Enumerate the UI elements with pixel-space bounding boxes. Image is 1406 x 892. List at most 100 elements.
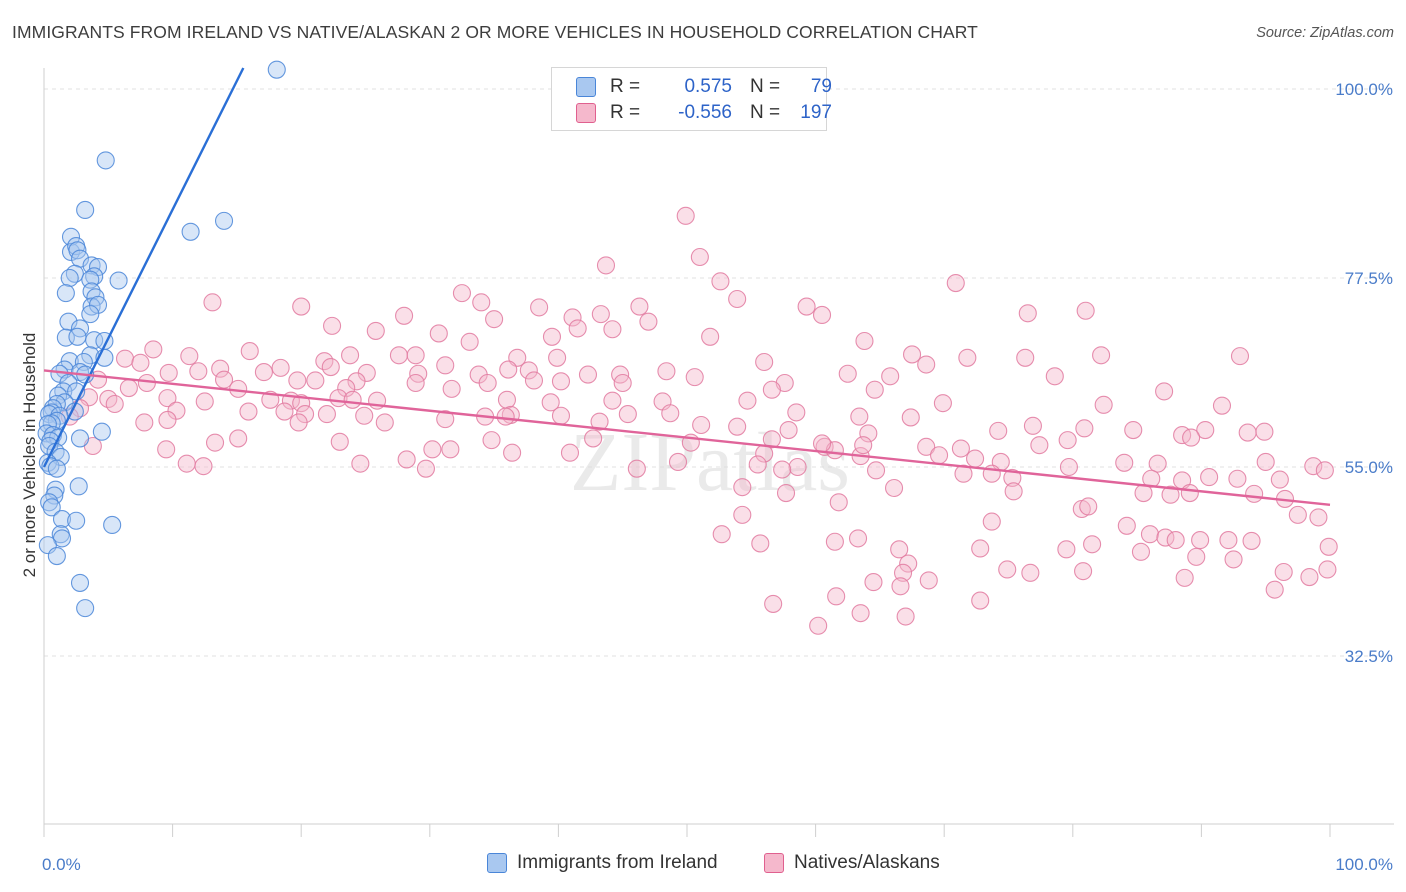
natives-point [630, 297, 649, 316]
natives-point [661, 404, 680, 423]
natives-point [701, 327, 720, 346]
natives-point [115, 349, 135, 368]
natives-point [1166, 531, 1185, 550]
natives-point [397, 450, 416, 469]
legend-n-label: N = [750, 76, 781, 97]
natives-point [676, 206, 695, 225]
natives-point [317, 405, 336, 424]
natives-point [203, 293, 222, 312]
natives-point [738, 391, 757, 410]
natives-point [933, 394, 952, 413]
natives-point [288, 371, 307, 390]
natives-point [838, 364, 857, 383]
natives-point [482, 431, 501, 450]
natives-point [891, 577, 910, 596]
bottom-legend-label-ireland: Immigrants from Ireland [517, 852, 718, 873]
ireland-point [214, 211, 234, 230]
natives-point [195, 392, 214, 411]
natives-point [692, 415, 711, 435]
natives-point [762, 380, 781, 399]
ireland-point [38, 453, 57, 472]
natives-point [1074, 562, 1093, 581]
natives-point [881, 367, 900, 386]
natives-point [850, 407, 869, 426]
natives-point [1219, 531, 1238, 550]
natives-point [919, 571, 938, 590]
natives-point [1187, 547, 1206, 566]
natives-point [460, 332, 479, 351]
natives-point [751, 534, 770, 553]
natives-point [618, 405, 637, 424]
ireland-point [81, 305, 100, 324]
natives-point [416, 459, 435, 478]
natives-point [548, 348, 567, 367]
natives-point [542, 327, 562, 346]
natives-point [812, 434, 832, 453]
ireland-point [69, 477, 88, 496]
natives-point [289, 413, 308, 432]
ireland-point [47, 459, 66, 478]
natives-point [472, 293, 491, 312]
natives-point [982, 512, 1001, 531]
ireland-point [67, 511, 86, 530]
natives-point [1092, 346, 1111, 365]
natives-point [966, 449, 985, 468]
natives-point [1230, 347, 1250, 366]
natives-point [1016, 348, 1035, 367]
natives-point [859, 424, 878, 443]
natives-point [1175, 568, 1194, 587]
legend-r-value: 0.575 [684, 76, 732, 97]
natives-point [395, 306, 414, 325]
natives-point [712, 525, 731, 544]
natives-point [1196, 420, 1215, 440]
natives-point [690, 247, 709, 267]
natives-point [194, 457, 213, 476]
natives-point [917, 355, 936, 374]
ireland-point [56, 284, 75, 303]
natives-point [330, 432, 349, 451]
y-axis-label: 2 or more Vehicles in Household [20, 333, 39, 578]
natives-point [1117, 516, 1136, 535]
ireland-point [47, 546, 66, 566]
natives-point [591, 305, 610, 324]
legend-n-value: 197 [800, 102, 832, 123]
ireland-point [68, 327, 87, 346]
tick-labels: 100.0% 77.5% 55.0% 32.5% 0.0% 100.0% [42, 80, 1393, 874]
natives-point [442, 379, 461, 398]
natives-point [890, 540, 909, 559]
natives-point [728, 417, 747, 436]
natives-point [343, 390, 362, 409]
natives-point [657, 362, 676, 381]
natives-point [1256, 452, 1275, 472]
ireland-point [70, 573, 90, 592]
natives-point [1200, 468, 1219, 487]
natives-point [899, 554, 918, 573]
legend-r-value: -0.556 [678, 102, 732, 123]
natives-point [755, 352, 774, 372]
natives-point [496, 407, 515, 426]
natives-point [764, 594, 783, 613]
natives-point [829, 493, 848, 512]
natives-point [1156, 528, 1175, 547]
natives-point [341, 346, 360, 365]
natives-point [1228, 469, 1247, 488]
natives-point [733, 505, 752, 524]
natives-point [1318, 560, 1337, 579]
natives-point [541, 393, 560, 412]
natives-point [275, 402, 294, 421]
natives-point [478, 373, 497, 393]
natives-point [560, 443, 580, 462]
natives-point [389, 346, 408, 365]
natives-point [864, 573, 883, 592]
natives-point [1309, 508, 1328, 527]
natives-point [590, 412, 609, 431]
natives-point [423, 440, 442, 459]
natives-point [1140, 525, 1160, 544]
natives-point [946, 273, 965, 293]
natives-point [584, 429, 603, 448]
bottom-legend-swatch-ireland [487, 853, 507, 873]
natives-point [119, 378, 138, 398]
natives-point [503, 443, 522, 462]
natives-point [989, 421, 1008, 440]
